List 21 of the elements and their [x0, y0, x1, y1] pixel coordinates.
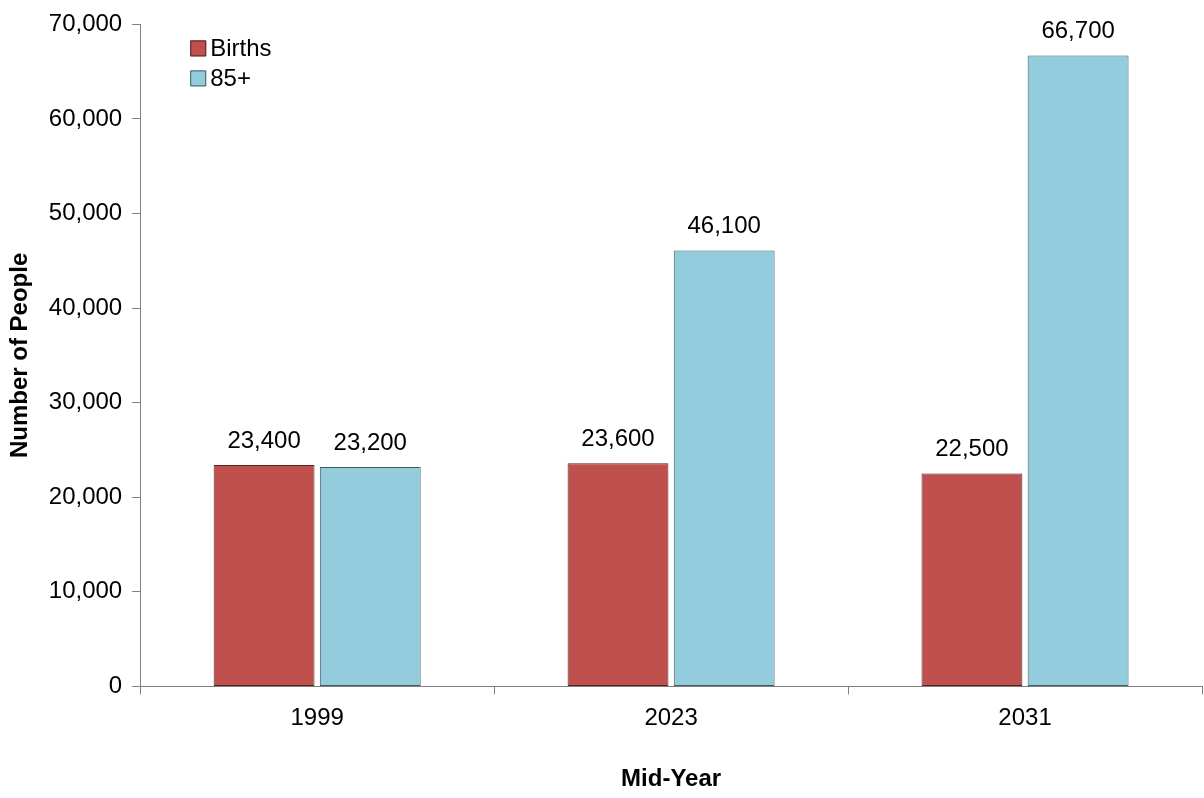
- x-tick-label: 1999: [290, 703, 344, 731]
- data-label: 66,700: [1041, 16, 1115, 44]
- data-label: 46,100: [687, 211, 761, 239]
- legend-label: Births: [210, 34, 272, 62]
- x-axis-title: Mid-Year: [621, 764, 722, 792]
- data-label: 23,600: [581, 423, 655, 451]
- data-label: 23,200: [333, 427, 407, 455]
- data-label: 23,400: [227, 425, 301, 453]
- legend-label: 85+: [210, 64, 251, 92]
- data-label: 22,500: [935, 434, 1009, 462]
- y-tick-label: 20,000: [48, 481, 123, 509]
- y-axis-title: Number of People: [5, 252, 33, 459]
- x-tick-label: 2031: [998, 703, 1052, 731]
- y-tick-label: 50,000: [48, 198, 123, 226]
- x-tick-label: 2023: [644, 703, 698, 731]
- y-tick-label: 70,000: [48, 9, 123, 37]
- y-tick-label: 30,000: [48, 387, 123, 415]
- y-tick-label: 0: [108, 671, 123, 699]
- y-tick-label: 40,000: [48, 292, 123, 320]
- y-tick-label: 10,000: [48, 576, 123, 604]
- y-tick-label: 60,000: [48, 103, 123, 131]
